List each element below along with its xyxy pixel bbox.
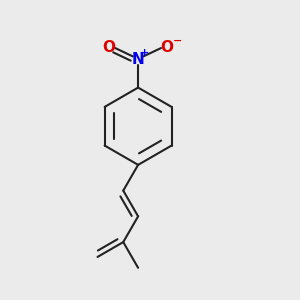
Text: −: − [172,36,182,46]
Text: +: + [140,48,149,58]
Text: O: O [102,40,115,55]
Text: N: N [132,52,145,67]
Text: O: O [160,40,173,55]
